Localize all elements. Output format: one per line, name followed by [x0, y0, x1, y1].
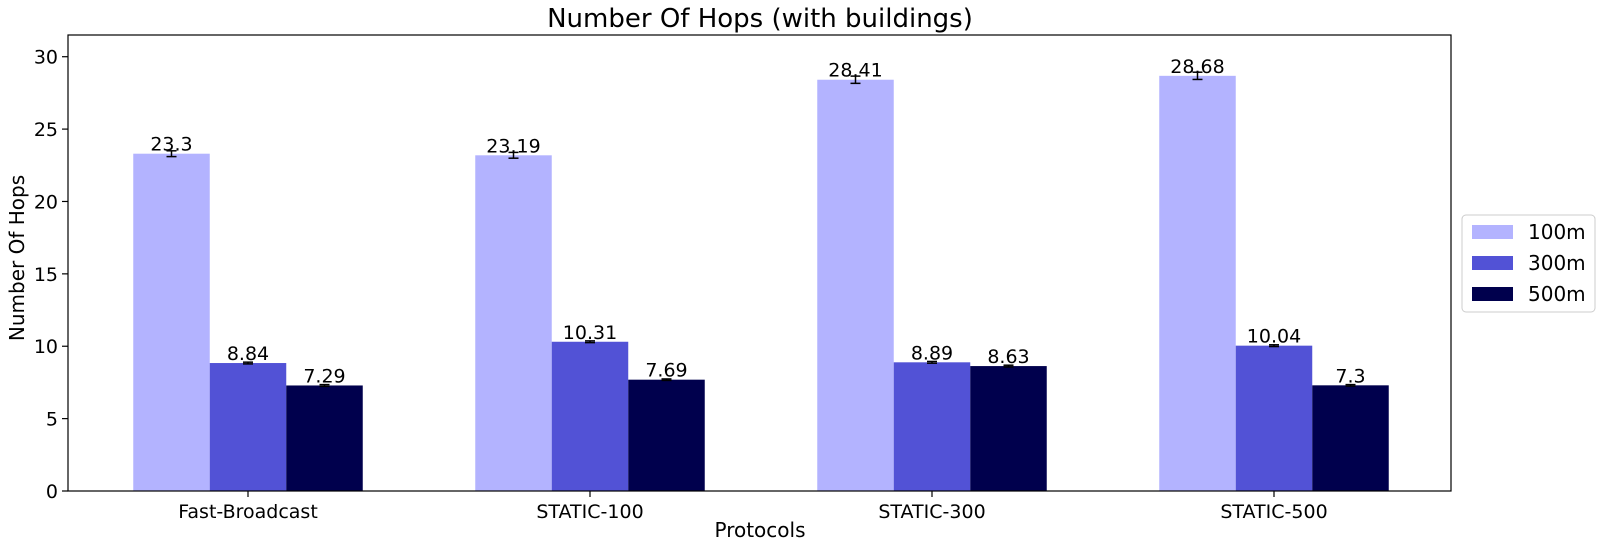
bar-500m — [1312, 385, 1389, 491]
x-axis-title: Protocols — [714, 518, 805, 542]
data-label: 10.31 — [563, 322, 617, 344]
bar-300m — [551, 341, 629, 491]
data-label: 10.04 — [1247, 326, 1301, 348]
bar-500m — [970, 366, 1047, 491]
chart-title: Number Of Hops (with buildings) — [547, 4, 973, 34]
data-label: 7.69 — [645, 360, 687, 382]
y-tick-label: 30 — [34, 47, 58, 69]
data-label: 8.63 — [987, 346, 1029, 368]
y-axis-title: Number Of Hops — [5, 175, 29, 341]
plot-area: 0 5 10 15 20 25 30 Fast-Broadcast 23.3 8.84 7.29 ST… — [34, 34, 1452, 523]
x-tick-label: STATIC-500 — [1220, 501, 1327, 523]
data-label: 23.19 — [486, 135, 540, 157]
bar-100m — [133, 153, 210, 491]
x-tick-label: STATIC-300 — [878, 501, 985, 523]
x-tick-label: Fast-Broadcast — [178, 501, 318, 523]
data-label: 23.3 — [150, 134, 192, 156]
data-label: 28.41 — [828, 60, 882, 82]
bar-300m — [893, 362, 971, 491]
y-tick-label: 5 — [46, 409, 58, 431]
legend-swatch-100m — [1472, 225, 1513, 239]
x-tick-label: STATIC-100 — [536, 501, 643, 523]
legend-label-500m: 500m — [1528, 282, 1586, 306]
bar-100m — [475, 155, 552, 491]
y-tick-label: 20 — [34, 191, 58, 213]
legend-label-300m: 300m — [1528, 251, 1586, 275]
bar-500m — [628, 379, 705, 491]
data-label: 28.68 — [1170, 56, 1224, 78]
y-tick-label: 10 — [34, 336, 58, 358]
bar-100m — [817, 79, 894, 491]
data-label: 8.89 — [911, 342, 953, 364]
y-tick-label: 15 — [34, 264, 58, 286]
bar-300m — [1235, 345, 1313, 491]
data-label: 7.3 — [1335, 365, 1365, 387]
legend: 100m 300m 500m — [1461, 214, 1596, 313]
bar-100m — [1159, 75, 1236, 491]
bar-300m — [209, 363, 287, 491]
plot-frame — [67, 34, 1452, 492]
legend-label-100m: 100m — [1528, 220, 1586, 244]
data-label: 7.29 — [303, 365, 345, 387]
legend-swatch-300m — [1472, 256, 1513, 270]
y-tick-label: 25 — [34, 119, 58, 141]
y-tick-label: 0 — [46, 481, 58, 503]
bar-500m — [286, 385, 363, 491]
data-label: 8.84 — [227, 343, 269, 365]
legend-swatch-500m — [1472, 287, 1513, 301]
